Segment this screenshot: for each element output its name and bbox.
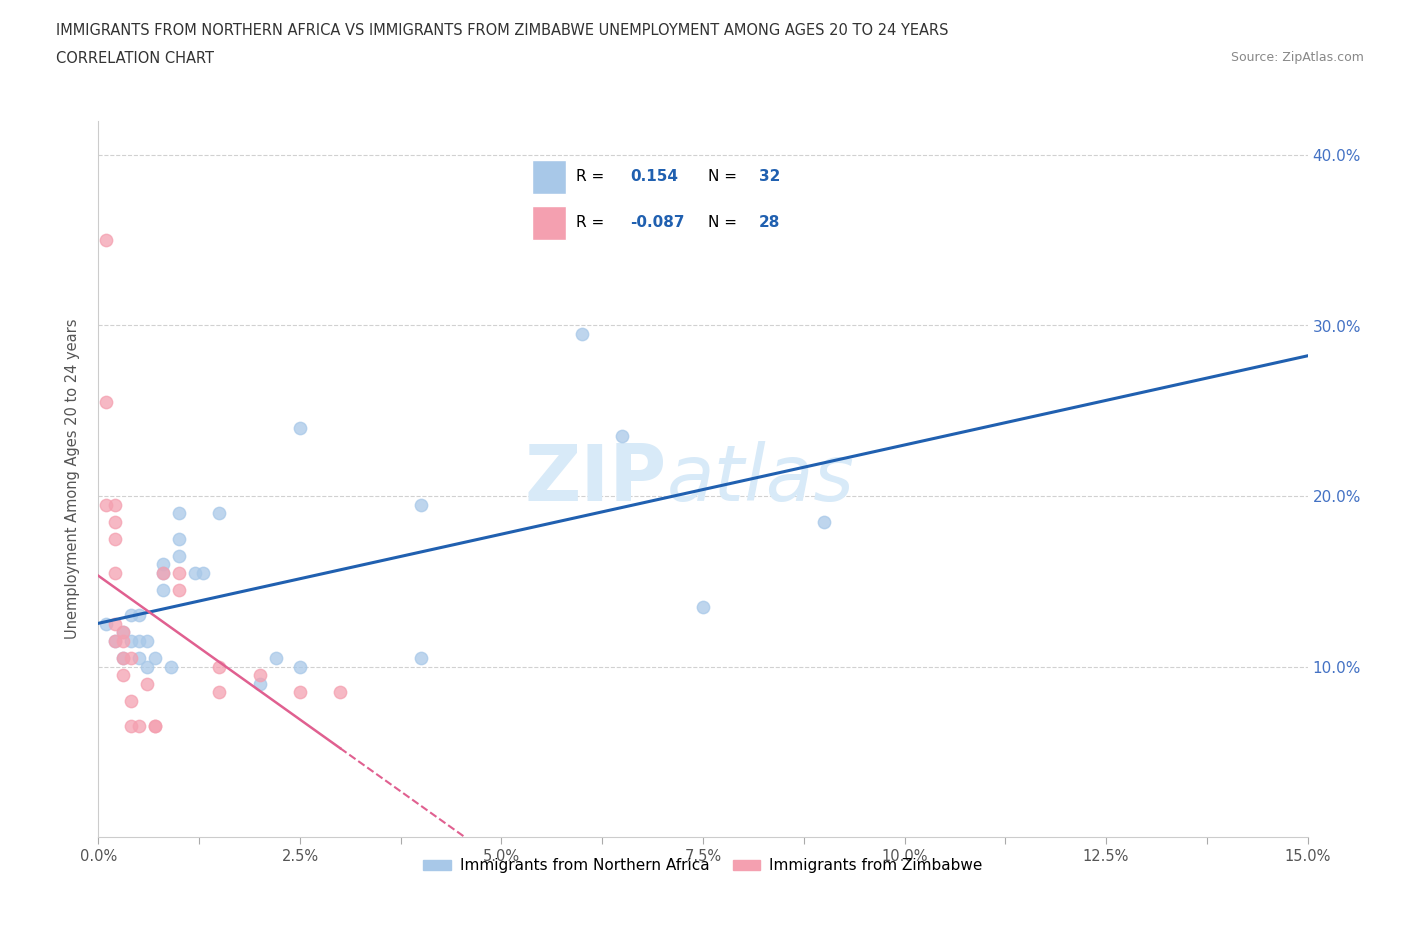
Point [184,565,207,580]
Point [111,625,134,640]
Point [111,651,134,666]
Point [571,326,593,341]
Point [167,549,190,564]
Point [152,565,174,580]
Point [111,625,134,640]
Point [128,633,150,648]
Point [96,617,118,631]
Point [152,582,174,597]
Point [143,719,166,734]
Point [111,668,134,683]
Text: Source: ZipAtlas.com: Source: ZipAtlas.com [1230,51,1364,64]
Point [135,676,157,691]
Point [409,651,432,666]
Point [103,531,125,546]
Point [288,659,311,674]
Point [288,420,311,435]
Point [96,232,118,247]
Point [152,565,174,580]
Point [167,582,190,597]
Point [288,684,311,699]
Point [143,719,166,734]
Point [208,506,231,521]
Point [103,497,125,512]
Text: ZIP: ZIP [524,441,666,517]
Point [96,394,118,409]
Text: CORRELATION CHART: CORRELATION CHART [56,51,214,66]
Point [103,565,125,580]
Point [249,668,271,683]
Text: IMMIGRANTS FROM NORTHERN AFRICA VS IMMIGRANTS FROM ZIMBABWE UNEMPLOYMENT AMONG A: IMMIGRANTS FROM NORTHERN AFRICA VS IMMIG… [56,23,949,38]
Point [409,497,432,512]
Point [167,565,190,580]
Point [128,651,150,666]
Point [96,497,118,512]
Point [103,633,125,648]
Point [329,684,352,699]
Point [120,693,142,708]
Point [208,684,231,699]
Point [120,719,142,734]
Point [135,633,157,648]
Point [120,651,142,666]
Point [208,659,231,674]
Point [120,633,142,648]
Legend: Immigrants from Northern Africa, Immigrants from Zimbabwe: Immigrants from Northern Africa, Immigra… [418,852,988,880]
Y-axis label: Unemployment Among Ages 20 to 24 years: Unemployment Among Ages 20 to 24 years [65,319,80,639]
Text: atlas: atlas [666,441,855,517]
Point [193,565,215,580]
Point [111,633,134,648]
Point [167,531,190,546]
Point [813,514,835,529]
Point [111,651,134,666]
Point [612,429,634,444]
Point [135,659,157,674]
Point [249,676,271,691]
Point [160,659,183,674]
Point [103,633,125,648]
Point [152,557,174,572]
Point [264,651,287,666]
Point [103,514,125,529]
Point [120,608,142,623]
Point [167,506,190,521]
Point [103,617,125,631]
Point [128,608,150,623]
Point [692,600,714,615]
Point [128,719,150,734]
Point [143,651,166,666]
